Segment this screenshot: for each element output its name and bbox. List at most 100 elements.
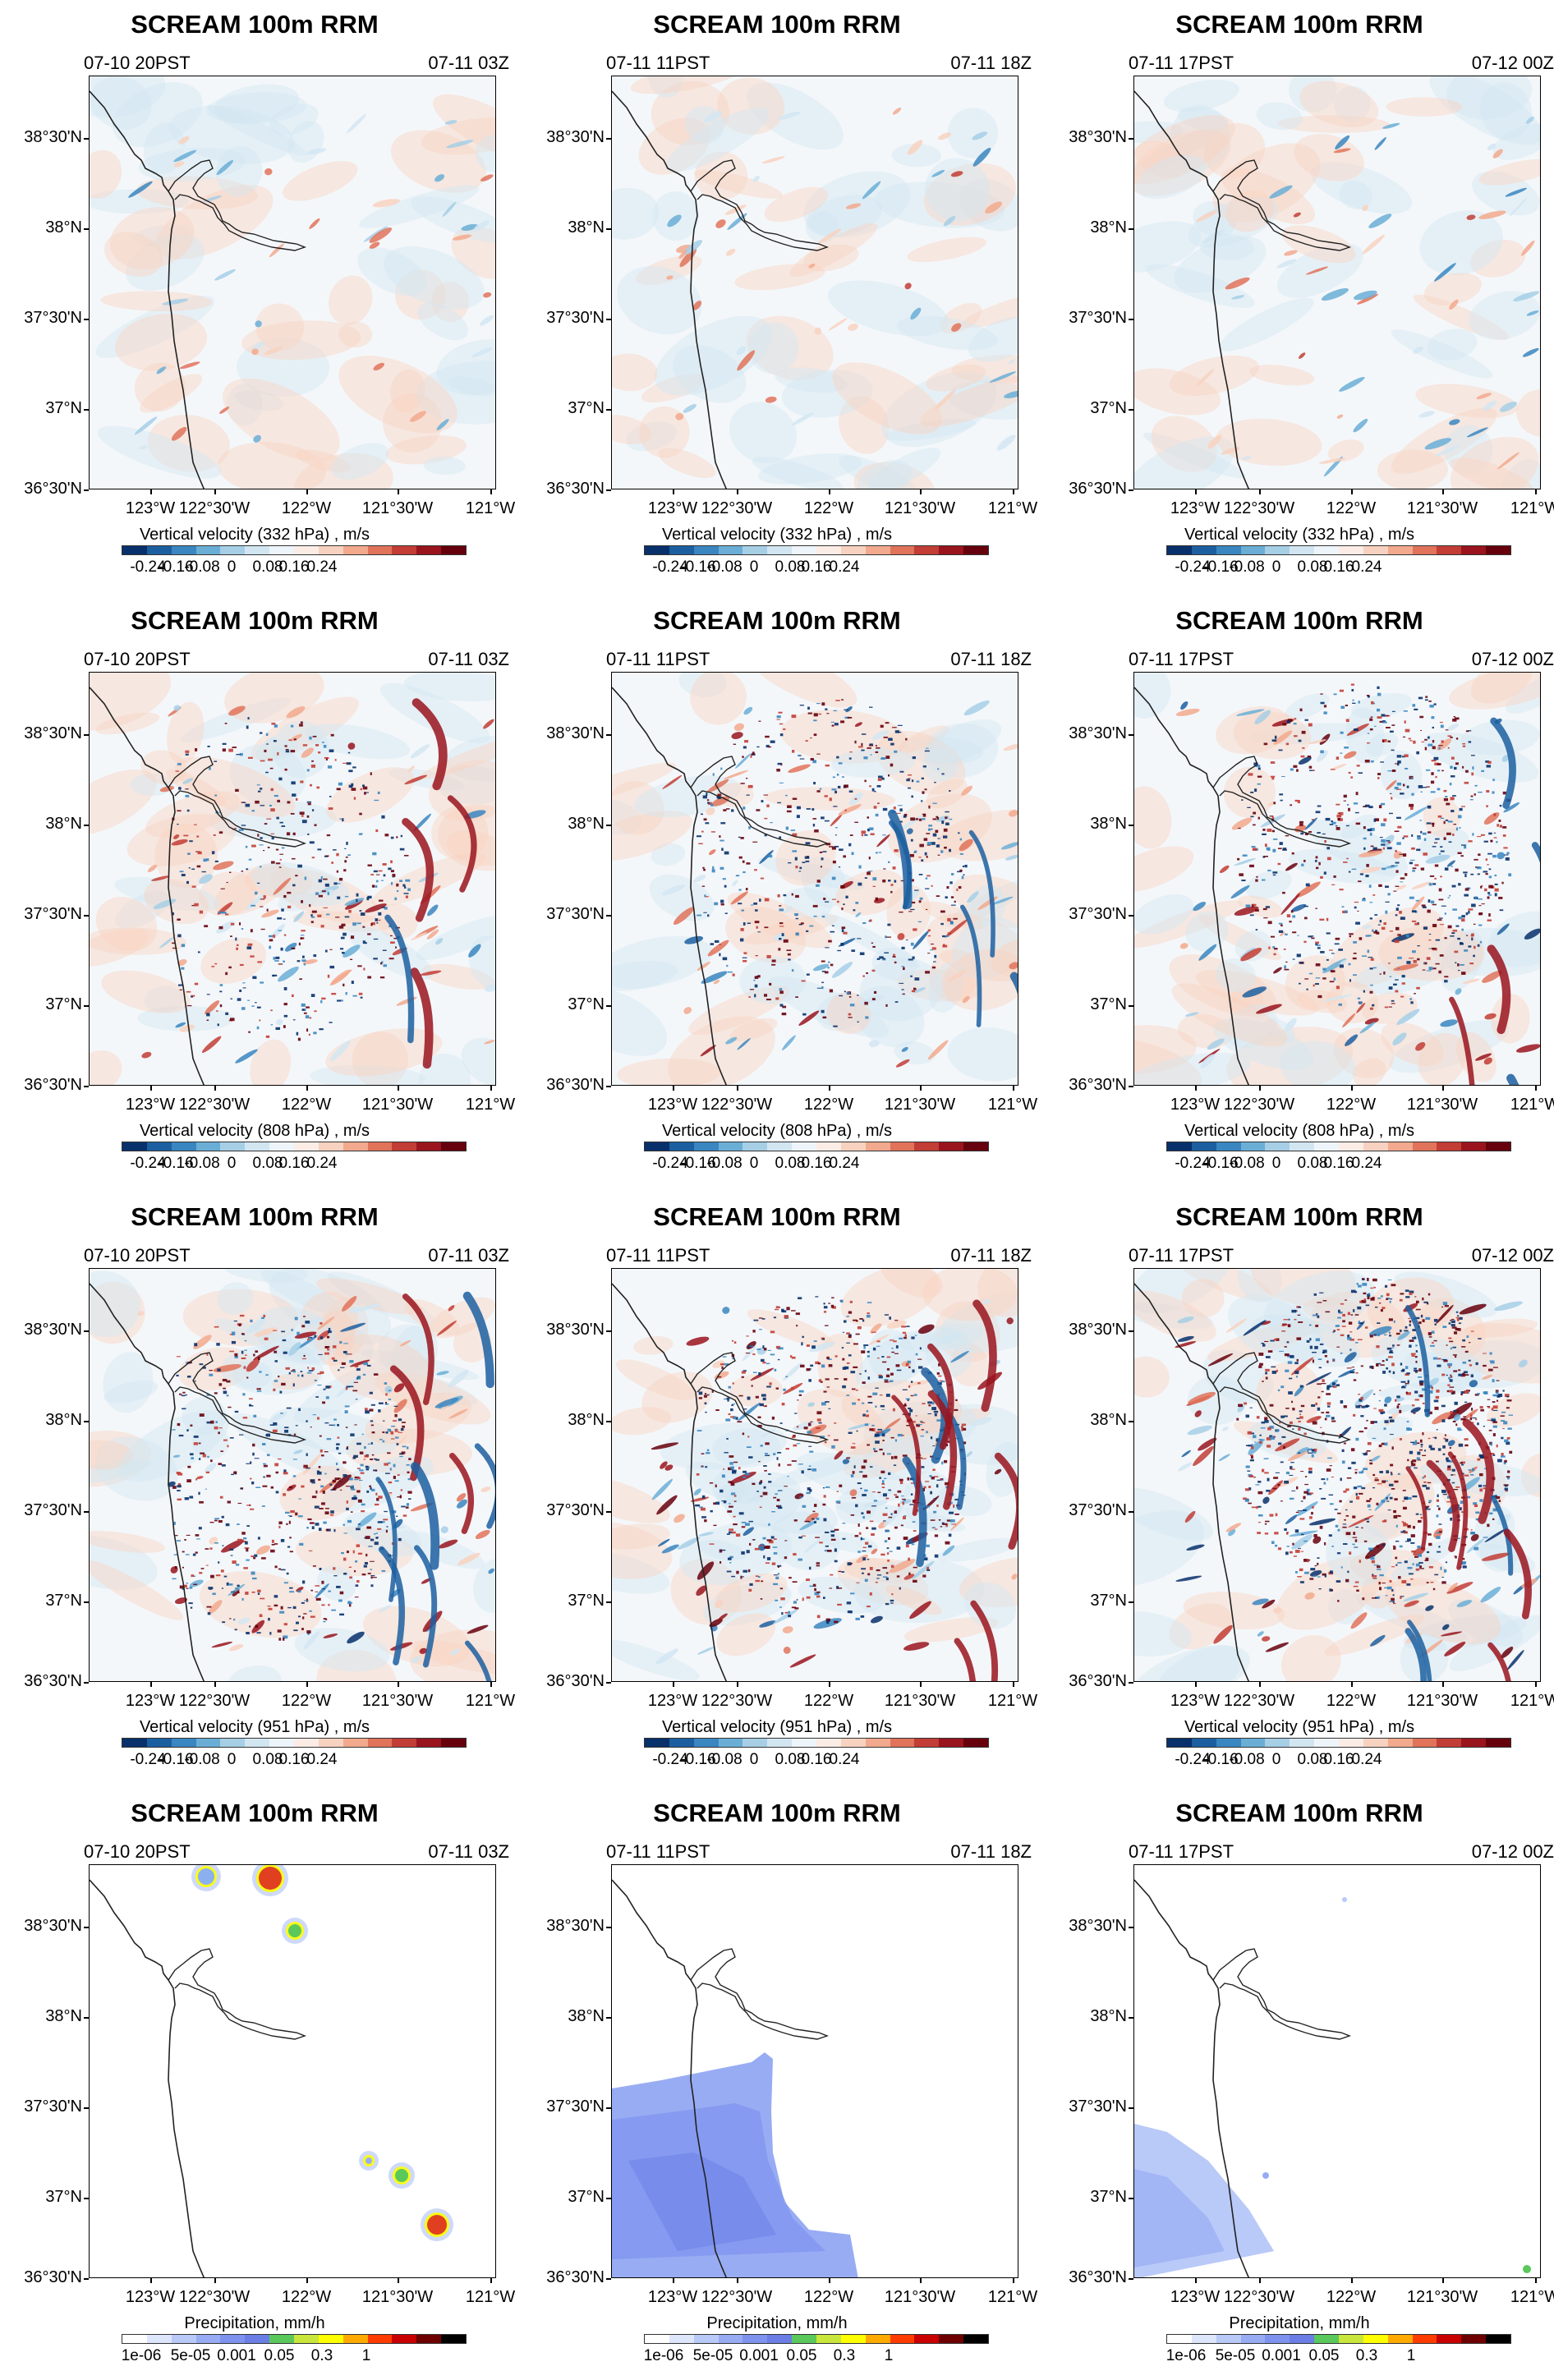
lat-tick [84, 825, 89, 826]
colorbar-swatch [890, 1739, 915, 1747]
lat-tick [606, 1330, 611, 1332]
lat-tick-label: 37°N [1090, 399, 1127, 418]
lat-tick-label: 37°30'N [546, 309, 605, 328]
lon-tick [398, 489, 399, 494]
panel-title: SCREAM 100m RRM [522, 10, 1032, 39]
lon-tick-label: 122°30'W [179, 1692, 250, 1711]
lon-tick [306, 489, 308, 494]
lon-tick-label: 123°W [1170, 1692, 1220, 1711]
lat-tick [1129, 228, 1133, 230]
lon-tick [150, 1682, 152, 1687]
colorbar-tick-label: -0.08 [184, 558, 219, 577]
lon-tick [1195, 1086, 1197, 1091]
colorbar-swatch [416, 546, 441, 554]
local-time-label: 07-10 20PST [84, 649, 191, 670]
lat-tick [1129, 915, 1133, 917]
colorbar-swatch [866, 2335, 890, 2343]
colorbar [122, 1738, 467, 1748]
colorbar-tick-label: -0.08 [1229, 558, 1264, 577]
colorbar-swatch [245, 1739, 269, 1747]
lon-tick-label: 121°W [988, 1692, 1037, 1711]
colorbar-swatch [122, 1739, 147, 1747]
colorbar-swatch [1290, 2335, 1314, 2343]
colorbar-swatch [866, 546, 890, 554]
lon-tick [1351, 1086, 1353, 1091]
colorbar-swatch [269, 2335, 294, 2343]
lon-tick-label: 122°W [804, 2288, 853, 2307]
colorbar-tick-label: 0.24 [307, 1155, 338, 1173]
colorbar-swatch [416, 2335, 441, 2343]
lat-tick-label: 37°30'N [1069, 2097, 1127, 2116]
lat-tick-label: 37°30'N [546, 2097, 605, 2116]
lon-tick-label: 122°30'W [179, 1096, 250, 1114]
colorbar-tick-label: -0.08 [706, 1155, 742, 1173]
lat-tick-label: 36°30'N [546, 1672, 605, 1691]
lat-tick [84, 138, 89, 140]
colorbar-tick-label: 0 [1272, 1155, 1281, 1173]
lon-tick [1013, 2278, 1014, 2283]
colorbar-swatch [1216, 1739, 1241, 1747]
lat-tick [606, 2198, 611, 2199]
lat-tick [1129, 2198, 1133, 2199]
colorbar-tick-label: 0.16 [279, 1155, 310, 1173]
lat-tick [606, 228, 611, 230]
colorbar-title: Vertical velocity (332 hPa) , m/s [1045, 526, 1554, 544]
colorbar-swatch [914, 2335, 939, 2343]
lon-tick-label: 121°W [988, 499, 1037, 518]
lat-tick [606, 2278, 611, 2280]
colorbar-swatch [245, 1142, 269, 1151]
lat-tick [84, 2017, 89, 2019]
colorbar-swatch [841, 1142, 866, 1151]
colorbar-tick-label: -0.08 [184, 1155, 219, 1173]
lat-tick [84, 1927, 89, 1928]
lon-tick-label: 122°W [1326, 499, 1376, 518]
lon-tick-label: 122°30'W [701, 1692, 772, 1711]
colorbar-tick-label: 0 [750, 558, 759, 577]
lon-tick [673, 2278, 674, 2283]
colorbar-title: Vertical velocity (808 hPa) , m/s [522, 1122, 1032, 1141]
colorbar-tick-label: 1 [1407, 2347, 1416, 2365]
lon-tick [920, 489, 922, 494]
lat-tick-label: 38°N [568, 2007, 605, 2026]
colorbar-swatch [220, 546, 245, 554]
lon-tick-label: 123°W [126, 1692, 175, 1711]
map-plot-area [89, 76, 496, 489]
lon-tick [920, 2278, 922, 2283]
colorbar-tick-label: 0.3 [1356, 2347, 1377, 2365]
lat-tick-label: 37°30'N [24, 1501, 82, 1520]
lon-tick-label: 121°30'W [885, 499, 955, 518]
colorbar-tick-label: 1 [885, 2347, 894, 2365]
colorbar-swatch [245, 546, 269, 554]
lat-tick [606, 1005, 611, 1007]
colorbar-tick-label: 0.24 [1352, 1751, 1382, 1769]
colorbar-swatch [1437, 1142, 1461, 1151]
lat-tick [606, 915, 611, 917]
lat-tick-label: 37°N [568, 1592, 605, 1610]
utc-time-label: 07-11 03Z [428, 1841, 509, 1863]
colorbar-swatch [1192, 546, 1216, 554]
lon-tick [673, 489, 674, 494]
colorbar-swatch [196, 1142, 221, 1151]
lon-tick-label: 121°W [466, 1096, 515, 1114]
colorbar-swatch [220, 2335, 245, 2343]
lon-tick [306, 1086, 308, 1091]
colorbar-title: Precipitation, mm/h [1045, 2314, 1554, 2333]
colorbar-swatch [1437, 1739, 1461, 1747]
colorbar-swatch [694, 2335, 719, 2343]
colorbar-swatch [645, 546, 669, 554]
lon-tick-label: 122°W [804, 1096, 853, 1114]
lon-tick [737, 2278, 738, 2283]
lon-tick-label: 122°30'W [1224, 499, 1294, 518]
colorbar-swatch [245, 2335, 269, 2343]
colorbar-swatch [1388, 546, 1413, 554]
lon-tick-label: 123°W [648, 499, 697, 518]
lon-tick [1442, 1682, 1444, 1687]
lon-tick [490, 1086, 492, 1091]
colorbar-swatch [147, 2335, 172, 2343]
colorbar-swatch [1216, 2335, 1241, 2343]
colorbar-tick-label: -0.08 [184, 1751, 219, 1769]
lat-tick [606, 138, 611, 140]
